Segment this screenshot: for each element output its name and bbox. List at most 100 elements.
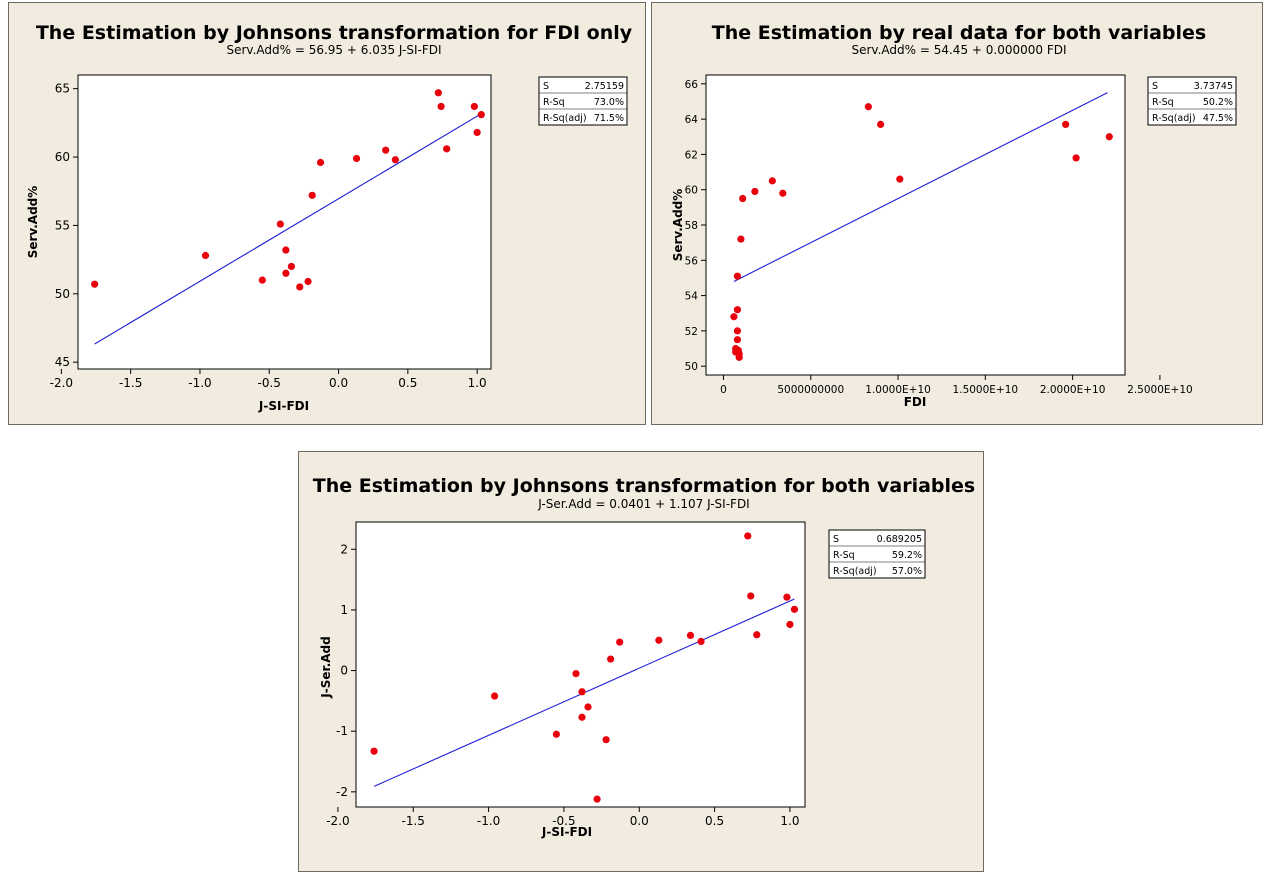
chart-3-data-point: [572, 669, 580, 678]
chart-2-stat-label-s: S: [1152, 81, 1158, 92]
chart-2-data-point: [733, 327, 742, 335]
chart-1-y-tick-label: 45: [55, 355, 70, 369]
chart-1-data-point: [470, 102, 478, 111]
chart-1-data-point: [437, 102, 445, 111]
chart-2-data-point: [768, 177, 776, 185]
chart-3-data-point: [616, 638, 624, 646]
chart-3-data-point: [744, 532, 752, 540]
chart-2-marks: 0 5000000000 1.0000E+10 1.5000E+10 2.0000E+1…: [685, 79, 1193, 396]
chart-1-x-axis-label: J-SI-FDI: [258, 399, 309, 413]
chart-3-x-tick-label: 1.0: [780, 814, 799, 828]
chart-3-stats-box: S 0.689205 R-Sq 59.2% R-Sq(adj) 57.0%: [828, 529, 926, 579]
chart-2-data-point: [864, 103, 872, 111]
chart-2-subtitle: Serv.Add% = 54.45 + 0.000000 FDI: [851, 43, 1066, 57]
chart-1-title: The Estimation by Johnsons transformatio…: [36, 22, 633, 44]
chart-3-svg: The Estimation by Johnsons transformatio…: [313, 475, 975, 839]
chart-1-data-point: [296, 283, 304, 291]
chart-3-x-tick-label: -0.5: [552, 814, 575, 828]
chart-3-x-tick-label: -1.5: [402, 814, 425, 828]
chart-1-stats-box: S 2.75159 R-Sq 73.0% R-Sq(adj) 71.5%: [538, 76, 628, 126]
chart-2-data-point: [735, 353, 743, 361]
chart-3-data-point: [655, 636, 663, 644]
chart-1-data-point: [287, 262, 296, 271]
chart-1-x-tick-label: -0.5: [258, 376, 281, 390]
chart-2-y-tick-label: 58: [685, 220, 698, 232]
chart-3-subtitle: J-Ser.Add = 0.0401 + 1.107 J-SI-FDI: [537, 497, 749, 511]
chart-1-fit-line: [94, 113, 482, 345]
chart-2-y-tick-label: 54: [685, 291, 699, 303]
chart-1-data-point: [276, 220, 284, 228]
chart-3-x-tick-label: 0.5: [705, 814, 724, 828]
chart-1-x-tick-label: 0.0: [329, 376, 348, 390]
chart-2-stat-label-rsq: R-Sq: [1152, 97, 1174, 108]
chart-2-x-tick-label: 0: [720, 384, 727, 396]
chart-3-data-point: [552, 730, 560, 738]
chart-3-data-point: [747, 592, 755, 600]
chart-1-data-point: [282, 246, 290, 254]
chart-1-x-tick-label: -1.0: [188, 376, 211, 390]
chart-3-stat-label-s: S: [833, 534, 839, 545]
chart-1-plot-area: [77, 74, 492, 370]
chart-2-y-tick-label: 60: [685, 185, 698, 197]
chart-2-x-axis-label: FDI: [904, 395, 927, 409]
chart-2-data-point: [876, 120, 885, 129]
chart-1-x-tick-label: -2.0: [50, 376, 73, 390]
chart-3-plot-area: [355, 521, 806, 808]
chart-2-title: The Estimation by real data for both var…: [712, 22, 1206, 44]
chart-3-data-point: [790, 605, 799, 613]
chart-1-data-point: [258, 276, 266, 284]
chart-2-data-point: [730, 313, 738, 321]
chart-1-data-point: [443, 145, 451, 153]
chart-1-stat-label-rsq-adj: R-Sq(adj): [543, 113, 587, 124]
chart-1-data-point: [352, 154, 361, 163]
chart-1-x-tick-label: 0.5: [398, 376, 417, 390]
chart-3-data-point: [491, 692, 499, 700]
chart-3-data-point: [607, 655, 615, 663]
chart-3-data-point: [578, 713, 586, 721]
chart-3-x-tick-label: 0.0: [630, 814, 649, 828]
chart-3-marks: -2.0 -1.5 -1.0 -0.5 0.0 0.5 1.0 -2 -1 0 1 2: [326, 532, 799, 828]
chart-1-stat-label-s: S: [543, 81, 549, 92]
chart-2-x-tick-label: 1.5000E+10: [953, 384, 1019, 396]
chart-3-y-axis-label: J-Ser.Add: [319, 636, 333, 698]
chart-2-svg: The Estimation by real data for both var…: [671, 22, 1237, 409]
chart-2-y-tick-label: 52: [685, 326, 698, 338]
chart-2-data-point: [733, 272, 742, 280]
chart-2-data-point: [737, 235, 745, 243]
chart-1-data-point: [282, 269, 290, 277]
chart-3-y-tick-label: 2: [340, 542, 348, 556]
chart-1-x-tick-label: 1.0: [468, 376, 487, 390]
chart-2-plot-area: [705, 74, 1126, 376]
chart-3-stat-value-rsq: 59.2%: [892, 550, 922, 561]
chart-3-data-point: [686, 631, 695, 639]
chart-1-data-point: [391, 156, 399, 164]
chart-2-fit-line: [733, 92, 1108, 282]
chart-1-y-tick-label: 60: [55, 150, 70, 164]
chart-2-stat-value-s: 3.73745: [1194, 81, 1233, 92]
chart-3-x-tick-label: -2.0: [326, 814, 349, 828]
chart-2-stats-box: S 3.73745 R-Sq 50.2% R-Sq(adj) 47.5%: [1147, 76, 1237, 126]
chart-3-x-tick-label: -1.0: [477, 814, 500, 828]
chart-2-data-point: [779, 189, 787, 197]
chart-1-data-point: [91, 280, 99, 288]
chart-3-data-point: [578, 688, 586, 696]
chart-1-y-tick-label: 50: [55, 287, 70, 301]
chart-2-y-axis-label: Serv.Add%: [671, 189, 685, 262]
chart-1-y-tick-label: 55: [55, 218, 70, 232]
chart-2-y-tick-label: 56: [685, 255, 699, 267]
chart-1-x-tick-label: -1.5: [119, 376, 142, 390]
chart-2-x-tick-label: 2.5000E+10: [1127, 384, 1193, 396]
chart-2-data-point: [896, 175, 904, 183]
chart-2-x-tick-label: 2.0000E+10: [1040, 384, 1106, 396]
chart-1-stat-value-rsq-adj: 71.5%: [594, 113, 624, 124]
chart-3-data-point: [602, 736, 610, 744]
chart-2-y-tick-label: 50: [685, 361, 698, 373]
chart-3-data-point: [697, 637, 705, 646]
chart-3-data-point: [370, 747, 378, 755]
chart-2-y-tick-label: 66: [685, 79, 699, 91]
chart-1-data-point: [477, 111, 485, 119]
chart-2-data-point: [1105, 133, 1113, 141]
chart-1-data-point: [434, 89, 442, 97]
chart-1-svg: The Estimation by Johnsons transformatio…: [26, 22, 633, 413]
chart-1-stat-value-rsq: 73.0%: [594, 97, 624, 108]
